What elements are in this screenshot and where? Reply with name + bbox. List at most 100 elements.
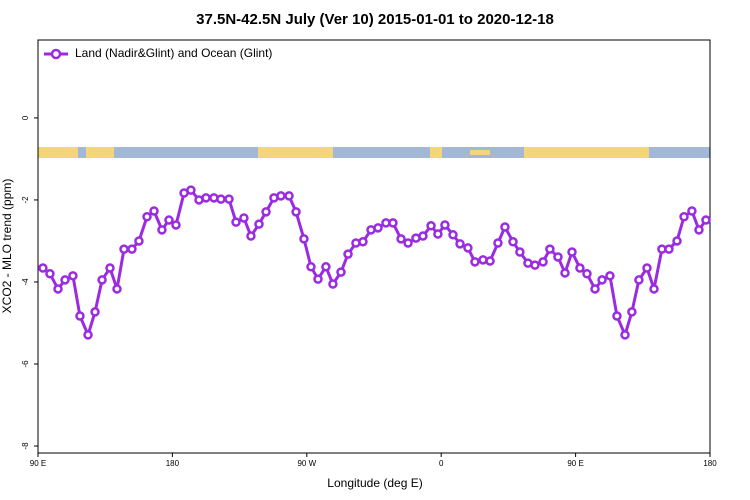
chart-title: 37.5N-42.5N July (Ver 10) 2015-01-01 to … bbox=[196, 11, 554, 28]
series-point bbox=[75, 311, 85, 321]
series-point bbox=[299, 234, 309, 244]
x-tick-label: 180 bbox=[166, 459, 180, 468]
series-point bbox=[455, 239, 465, 249]
series-point bbox=[396, 234, 406, 244]
series-point bbox=[216, 194, 226, 204]
series-point bbox=[388, 218, 398, 228]
x-tick-label: 90 E bbox=[30, 459, 46, 468]
series-point bbox=[276, 191, 286, 201]
series-point bbox=[336, 267, 346, 277]
series-point bbox=[306, 262, 316, 272]
series-point bbox=[246, 231, 256, 241]
x-tick-label: 90 E bbox=[567, 459, 583, 468]
series-point bbox=[605, 271, 615, 281]
series-point bbox=[642, 263, 652, 273]
series-point bbox=[582, 269, 592, 279]
series-point bbox=[90, 307, 100, 317]
series-point bbox=[97, 275, 107, 285]
series-point bbox=[649, 284, 659, 294]
series-point bbox=[201, 193, 211, 203]
series-point bbox=[440, 220, 450, 230]
series-point bbox=[328, 279, 338, 289]
y-tick-label: -2 bbox=[21, 196, 30, 204]
series-point bbox=[560, 268, 570, 278]
series-point bbox=[261, 207, 271, 217]
series-point bbox=[45, 269, 55, 279]
series-point bbox=[612, 311, 622, 321]
y-tick-label: -4 bbox=[21, 278, 30, 286]
series-point bbox=[508, 237, 518, 247]
x-axis-label: Longitude (deg E) bbox=[327, 476, 422, 490]
series-point bbox=[119, 244, 129, 254]
series-point bbox=[493, 238, 503, 248]
series-point bbox=[634, 275, 644, 285]
series-point bbox=[679, 212, 689, 222]
series-point bbox=[164, 215, 174, 225]
series-point bbox=[515, 247, 525, 257]
series-point bbox=[105, 263, 115, 273]
series-point bbox=[553, 252, 563, 262]
series-point bbox=[112, 284, 122, 294]
series-point bbox=[418, 231, 428, 241]
series-point bbox=[224, 194, 234, 204]
series-point bbox=[60, 275, 70, 285]
y-tick-label: -8 bbox=[21, 442, 30, 450]
series-point bbox=[470, 257, 480, 267]
series-point bbox=[530, 260, 540, 270]
series-point bbox=[538, 257, 548, 267]
series-point bbox=[239, 213, 249, 223]
series-point bbox=[448, 230, 458, 240]
series-point bbox=[186, 185, 196, 195]
map-strip bbox=[38, 147, 710, 158]
x-tick-label: 0 bbox=[439, 459, 444, 468]
series-point bbox=[358, 237, 368, 247]
plot-frame bbox=[37, 39, 711, 454]
series-point bbox=[127, 244, 137, 254]
series-point bbox=[157, 225, 167, 235]
y-axis-label: XCO2 - MLO trend (ppm) bbox=[0, 179, 14, 314]
series-point bbox=[485, 256, 495, 266]
series-point bbox=[575, 263, 585, 273]
series-point bbox=[171, 220, 181, 230]
series-point bbox=[142, 212, 152, 222]
series-point bbox=[83, 330, 93, 340]
series-point bbox=[313, 274, 323, 284]
series-point bbox=[672, 236, 682, 246]
series-point bbox=[545, 244, 555, 254]
series-line bbox=[41, 188, 708, 337]
series-point bbox=[373, 223, 383, 233]
y-tick-label: 0 bbox=[21, 115, 30, 120]
series-point bbox=[149, 206, 159, 216]
legend: Land (Nadir&Glint) and Ocean (Glint) bbox=[44, 46, 272, 60]
series-point bbox=[567, 247, 577, 257]
series-point bbox=[694, 225, 704, 235]
series-point bbox=[343, 249, 353, 259]
series-point bbox=[403, 238, 413, 248]
y-tick-label: -6 bbox=[21, 360, 30, 368]
series-point bbox=[231, 217, 241, 227]
series-point bbox=[284, 191, 294, 201]
series-point bbox=[627, 307, 637, 317]
series-point bbox=[463, 243, 473, 253]
series-point bbox=[254, 219, 264, 229]
series-point bbox=[620, 330, 630, 340]
series-point bbox=[597, 275, 607, 285]
series-point bbox=[291, 207, 301, 217]
x-tick-label: 180 bbox=[703, 459, 717, 468]
series-point bbox=[664, 244, 674, 254]
series-point bbox=[500, 222, 510, 232]
series-point bbox=[687, 206, 697, 216]
series-point bbox=[426, 221, 436, 231]
series-point bbox=[68, 271, 78, 281]
x-tick-label: 90 W bbox=[297, 459, 316, 468]
legend-marker bbox=[50, 48, 62, 60]
legend-label: Land (Nadir&Glint) and Ocean (Glint) bbox=[75, 46, 272, 60]
series-point bbox=[701, 215, 711, 225]
series-point bbox=[38, 263, 48, 273]
series-point bbox=[433, 229, 443, 239]
series-point bbox=[590, 284, 600, 294]
series-point bbox=[53, 284, 63, 294]
series-point bbox=[134, 236, 144, 246]
series-point bbox=[321, 262, 331, 272]
